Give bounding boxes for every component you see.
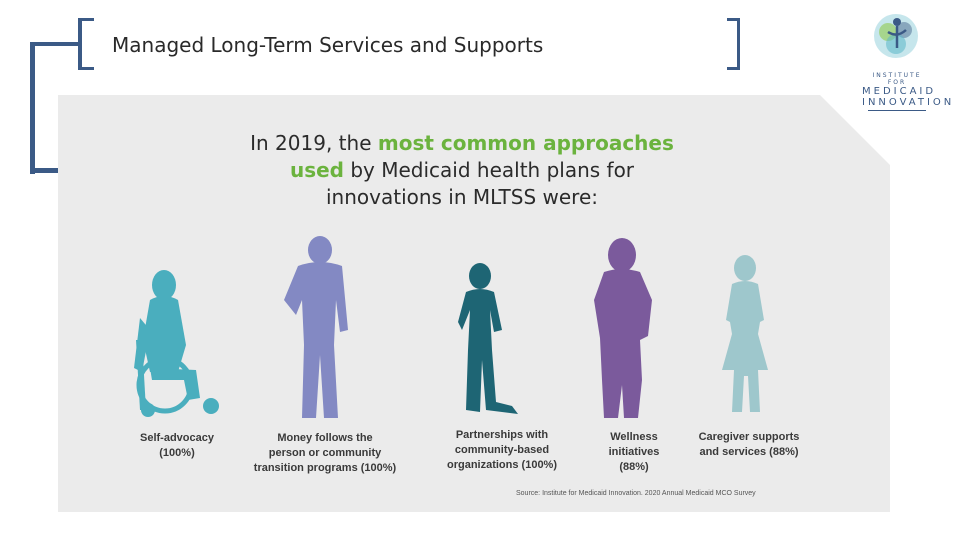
approach-caption: Wellness initiatives (88%) bbox=[608, 431, 660, 473]
institute-logo-icon bbox=[874, 14, 918, 58]
title-bracket-left bbox=[78, 18, 82, 70]
source-note: Source: Institute for Medicaid Innovatio… bbox=[516, 490, 756, 497]
approach-caption: Money follows the person or community tr… bbox=[253, 432, 397, 474]
woman-figure bbox=[594, 238, 652, 418]
logo-underline bbox=[868, 110, 926, 111]
infographic-headline: In 2019, the most common approaches used… bbox=[0, 130, 924, 211]
slide-title: Managed Long-Term Services and Supports bbox=[112, 33, 544, 57]
approach-caption: Partnerships with community-based organi… bbox=[446, 429, 558, 471]
headline-line-1: In 2019, the most common approaches bbox=[250, 131, 674, 155]
title-bracket-right bbox=[727, 67, 740, 70]
decor-line bbox=[30, 42, 35, 174]
approach-caption: Self-advocacy (100%) bbox=[140, 432, 214, 459]
logo-line-2: MEDICAID bbox=[862, 86, 937, 97]
decor-line bbox=[30, 42, 80, 46]
child-figure bbox=[458, 263, 518, 414]
girl-figure bbox=[722, 255, 768, 412]
logo-line-1: INSTITUTE FOR bbox=[872, 72, 922, 86]
title-bracket-right bbox=[727, 18, 740, 21]
standing-man-figure bbox=[284, 236, 348, 418]
headline-line-3: innovations in MLTSS were: bbox=[325, 185, 598, 209]
title-bracket-left bbox=[78, 18, 94, 21]
wheelchair-user-figure bbox=[134, 270, 219, 417]
title-bracket-left bbox=[78, 67, 94, 70]
headline-line-2: used by Medicaid health plans for bbox=[289, 158, 635, 182]
title-bracket-right bbox=[737, 18, 740, 70]
logo-text: INSTITUTE FOR MEDICAID INNOVATION bbox=[862, 72, 955, 108]
approach-caption: Caregiver supports and services (88%) bbox=[698, 431, 800, 458]
logo-line-3: INNOVATION bbox=[862, 97, 955, 108]
